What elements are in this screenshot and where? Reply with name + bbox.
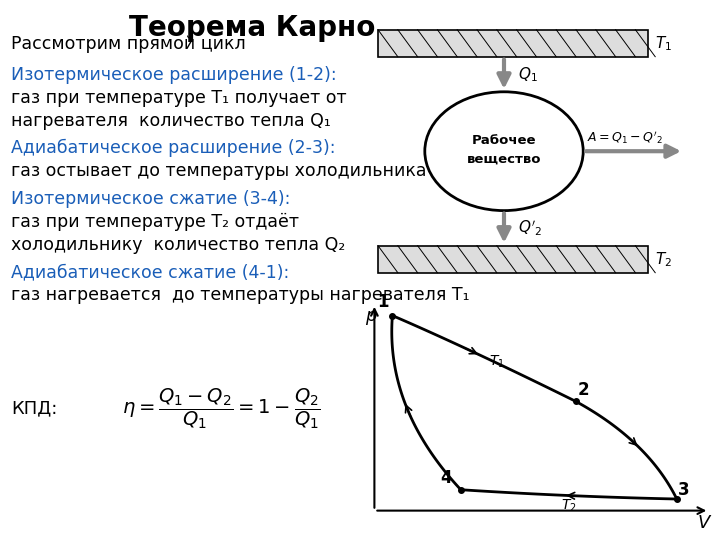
Text: Адиабатическое расширение (2-3):: Адиабатическое расширение (2-3): [11,139,336,157]
Text: газ при температуре T₁ получает от: газ при температуре T₁ получает от [11,89,346,107]
Text: $\eta = \dfrac{Q_1 - Q_2}{Q_1} = 1 - \dfrac{Q_2}{Q_1}$: $\eta = \dfrac{Q_1 - Q_2}{Q_1} = 1 - \df… [122,386,321,431]
Text: $V$: $V$ [698,514,713,532]
Text: вещество: вещество [467,153,541,166]
Text: $T_1$: $T_1$ [655,34,672,52]
Text: $Q_1$: $Q_1$ [518,65,538,84]
Text: Рассмотрим прямой цикл: Рассмотрим прямой цикл [11,35,246,53]
Text: Адиабатическое сжатие (4-1):: Адиабатическое сжатие (4-1): [11,263,289,281]
Bar [378,246,648,273]
Text: $T_2$: $T_2$ [655,250,672,268]
Text: газ при температуре T₂ отдаёт: газ при температуре T₂ отдаёт [11,213,299,231]
Text: $Q'_2$: $Q'_2$ [518,219,543,238]
Text: $T_1$: $T_1$ [489,354,505,370]
Text: Теорема Карно: Теорема Карно [129,14,375,42]
Text: 3: 3 [678,481,690,499]
Text: 2: 2 [577,381,589,399]
Text: КПД:: КПД: [11,400,57,417]
Text: Изотермическое сжатие (3-4):: Изотермическое сжатие (3-4): [11,190,290,208]
Text: Изотермическое расширение (1-2):: Изотермическое расширение (1-2): [11,66,336,84]
Text: $T_2$: $T_2$ [561,498,577,514]
Text: нагревателя  количество тепла Q₁: нагревателя количество тепла Q₁ [11,112,330,130]
Text: 1: 1 [378,293,389,311]
Circle shape [425,92,583,211]
Text: газ нагревается  до температуры нагревателя T₁: газ нагревается до температуры нагревате… [11,286,469,304]
Text: газ остывает до температуры холодильника T₂.: газ остывает до температуры холодильника… [11,162,455,180]
Text: $A=Q_1-Q'_2$: $A=Q_1-Q'_2$ [587,130,662,146]
Text: Рабочее: Рабочее [472,134,536,147]
Bar [378,30,648,57]
Text: 4: 4 [441,469,452,488]
Text: $p$: $p$ [365,309,378,327]
Text: холодильнику  количество тепла Q₂: холодильнику количество тепла Q₂ [11,236,345,254]
